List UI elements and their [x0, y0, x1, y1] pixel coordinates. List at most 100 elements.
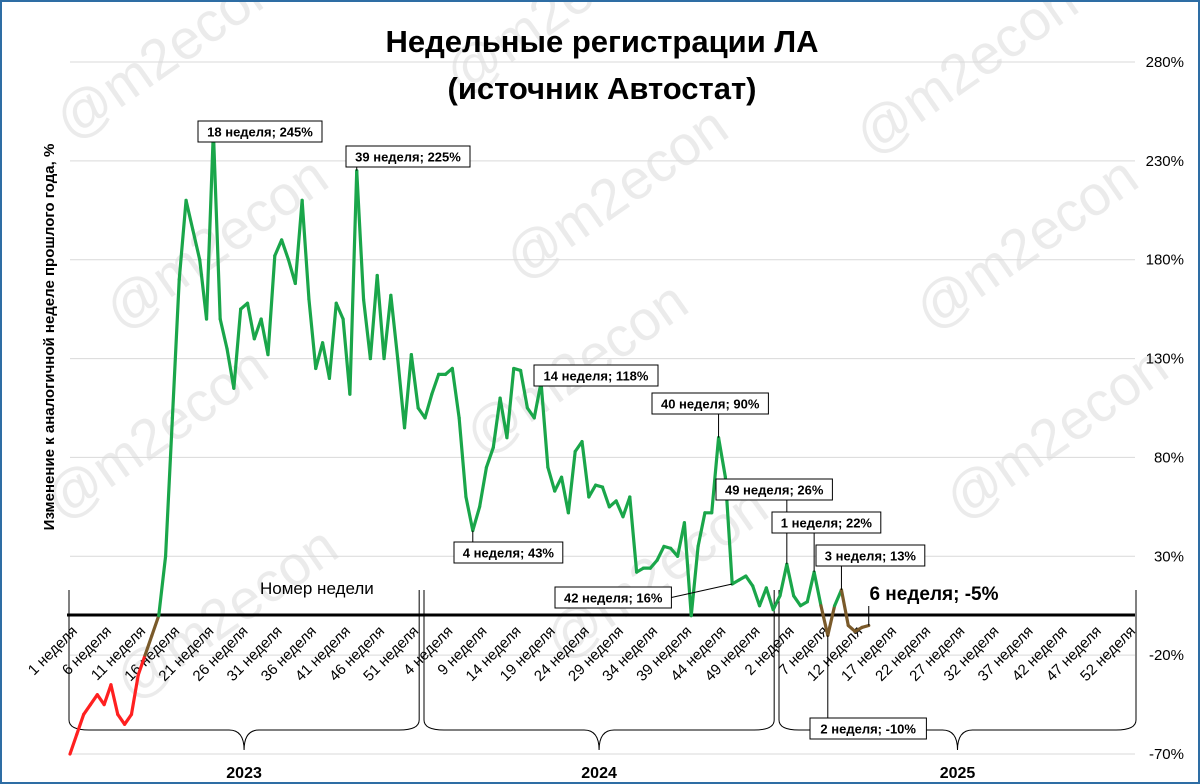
annotation-box [815, 544, 926, 567]
series-segment [368, 273, 379, 361]
series-segment [648, 558, 659, 570]
x-axis-label: Номер недели [260, 579, 374, 598]
annotation-box [860, 580, 1008, 606]
watermark-text: @m2econ [33, 333, 279, 531]
series-segment [150, 613, 161, 637]
year-label: 2024 [581, 765, 617, 782]
series-segment [751, 584, 762, 608]
y-tick-label: -20% [1149, 647, 1184, 664]
annotation-box [771, 511, 882, 534]
annotation-label: 2 неделя; -10% [820, 722, 916, 737]
series-segment [184, 198, 195, 232]
series-segment [280, 238, 291, 262]
series-segment [409, 353, 420, 410]
series-segment [792, 594, 803, 608]
series-segment [355, 169, 366, 301]
series-segment [293, 198, 304, 286]
series-segment [245, 301, 256, 341]
series-segment [430, 372, 441, 396]
series-segment [320, 341, 332, 380]
y-tick-label: -70% [1149, 746, 1184, 763]
series-segment [826, 604, 837, 637]
series-segment [307, 297, 318, 371]
series-segment [232, 307, 243, 390]
annotation-label: 39 неделя; 225% [355, 150, 461, 165]
series-segment [587, 483, 598, 499]
series-segment [580, 440, 591, 499]
watermark-text: @m2econ [903, 143, 1149, 341]
series-segment [95, 693, 106, 707]
series-segment [682, 521, 693, 618]
series-segment [450, 366, 461, 420]
series-segment [696, 511, 707, 549]
annotation-label: 18 неделя; 245% [207, 125, 313, 140]
annotation-label: 6 неделя; -5% [869, 584, 998, 605]
y-axis-label: Изменение к аналогичной неделе прошлого … [41, 144, 58, 531]
year-bracket [423, 590, 775, 751]
series-segment [68, 732, 79, 756]
series-segment [334, 301, 345, 321]
y-tick-label: 30% [1154, 548, 1184, 565]
y-tick-label: 230% [1146, 153, 1184, 170]
annotation-box [533, 364, 659, 387]
series-segment [75, 712, 86, 736]
series-segment [655, 544, 666, 562]
series-segment [396, 356, 407, 430]
series-segment [819, 604, 830, 637]
series-segment [143, 633, 154, 657]
series-segment [300, 198, 311, 301]
series-segment [600, 485, 611, 509]
annotation-box [809, 717, 927, 740]
annotation-label: 49 неделя; 26% [725, 483, 824, 498]
series-segment [614, 499, 625, 519]
series-segment [348, 169, 359, 396]
series-segment [129, 673, 140, 717]
series-segment [211, 129, 222, 321]
series-segment [505, 366, 516, 440]
series-segment [464, 495, 475, 533]
annotation-leader [671, 583, 733, 598]
y-tick-label: 280% [1146, 54, 1184, 71]
series-segment [689, 544, 700, 618]
series-segment [532, 380, 543, 420]
y-tick-label: 180% [1146, 252, 1184, 269]
watermark-text: @m2econ [843, 2, 1089, 167]
series-segment [389, 293, 400, 361]
series-segment [833, 588, 844, 608]
series-segment [484, 445, 495, 469]
annotation-label: 42 неделя; 16% [564, 591, 663, 606]
series-segment [710, 436, 721, 515]
watermark-text: @m2econ [933, 333, 1179, 531]
series-segment [109, 683, 120, 717]
series-segment [539, 380, 550, 469]
series-segment [273, 238, 284, 258]
series-segment [102, 683, 113, 707]
series-segment [785, 562, 796, 598]
series-segment [177, 198, 188, 282]
series-segment [218, 317, 229, 351]
series-line [68, 129, 871, 756]
series-segment [498, 396, 509, 440]
series-segment [157, 554, 168, 618]
series-segment [204, 129, 215, 321]
annotations: 18 неделя; 245% 39 неделя; 225% 4 неделя; … [197, 120, 1008, 740]
gridlines [70, 61, 1135, 755]
series-segment [361, 297, 372, 361]
series-segment [457, 416, 468, 499]
series-segment [471, 505, 482, 533]
series-segment [628, 495, 639, 574]
series-segment [423, 392, 434, 420]
series-segment [252, 317, 263, 341]
series-segment [123, 712, 134, 726]
series-segment [518, 368, 530, 410]
series-segment [170, 277, 181, 420]
y-tick-label: 130% [1146, 351, 1184, 368]
series-segment [839, 588, 850, 628]
year-label: 2025 [940, 765, 976, 782]
year-brackets: 2023 2024 2025 [68, 590, 1137, 782]
series-segment [491, 396, 502, 450]
annotation-label: 1 неделя; 22% [781, 516, 873, 531]
series-segment [88, 693, 99, 707]
